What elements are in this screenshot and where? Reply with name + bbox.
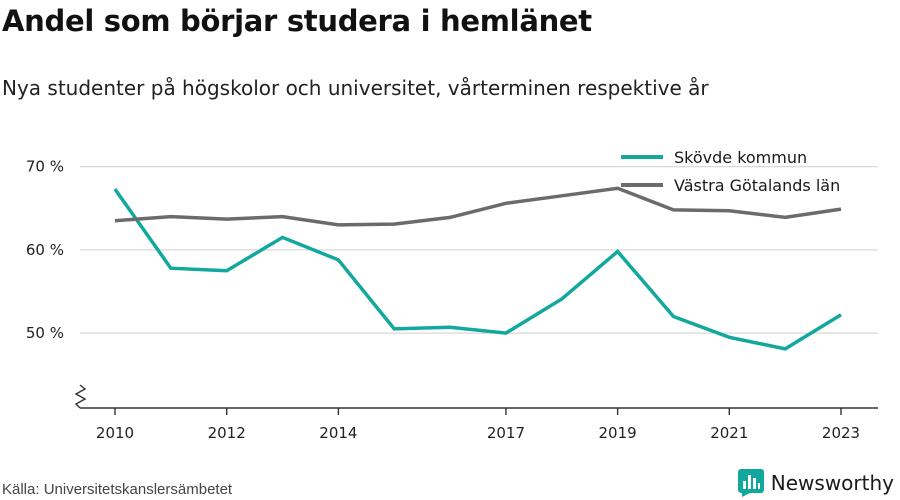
chart-subtitle: Nya studenter på högskolor och universit… xyxy=(2,76,709,100)
legend-label: Skövde kommun xyxy=(674,148,807,167)
legend-label: Västra Götalands län xyxy=(674,176,840,195)
x-tick-label: 2017 xyxy=(487,424,525,442)
gridlines xyxy=(80,166,878,334)
series-lines xyxy=(113,186,842,351)
line-chart: 50 % 60 % 70 % 2010 2012 2014 2017 2019 2021 2023… xyxy=(26,148,878,442)
x-tick-label: 2019 xyxy=(599,424,637,442)
x-tick-label: 2012 xyxy=(208,424,246,442)
y-tick-label: 60 % xyxy=(26,241,64,259)
x-tick-label: 2014 xyxy=(319,424,357,442)
source-note: Källa: Universitetskanslersämbetet xyxy=(2,481,233,498)
chart-title: Andel som börjar studera i hemlänet xyxy=(2,4,592,38)
axis-break-mark xyxy=(74,384,87,409)
axes: 50 % 60 % 70 % 2010 2012 2014 2017 2019 2021 2023 xyxy=(26,158,878,442)
y-tick-label: 50 % xyxy=(26,324,64,342)
bar-chart-icon xyxy=(737,469,764,497)
brand-logo: Newsworthy xyxy=(737,469,894,497)
series-line-0 xyxy=(113,188,842,351)
brand-name: Newsworthy xyxy=(770,471,894,495)
series-line-1 xyxy=(114,186,842,227)
y-tick-label: 70 % xyxy=(26,158,64,176)
x-tick-label: 2021 xyxy=(710,424,748,442)
x-tick-label: 2023 xyxy=(822,424,860,442)
legend: Skövde kommun Västra Götalands län xyxy=(621,148,840,195)
x-tick-label: 2010 xyxy=(96,424,134,442)
